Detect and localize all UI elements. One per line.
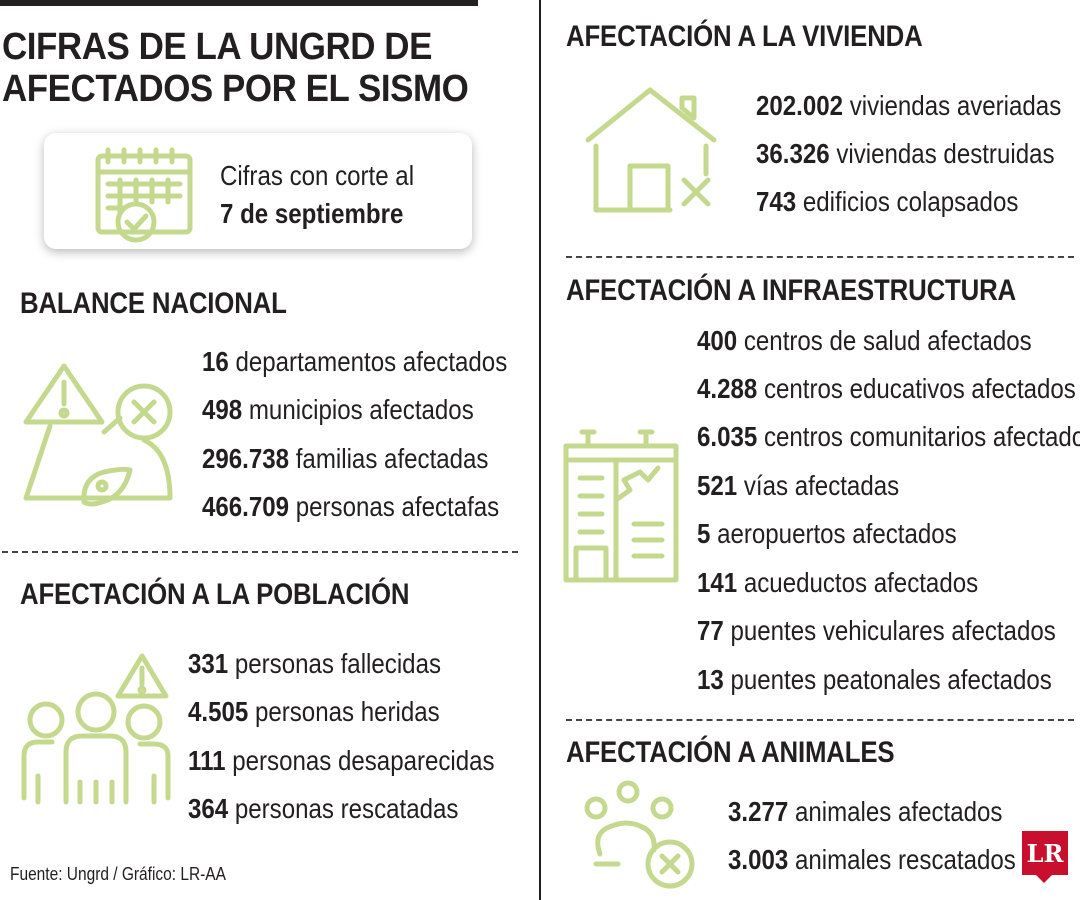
infraestructura-stat: 141 acueductos afectados	[697, 566, 978, 600]
infraestructura-stat: 521 vías afectadas	[697, 469, 899, 503]
infraestructura-stat-number: 77	[697, 615, 724, 646]
animales-stat-number: 3.277	[728, 796, 789, 827]
balance-stat-label: familias afectadas	[295, 443, 489, 474]
poblacion-stat-label: personas desaparecidas	[232, 745, 495, 776]
page-title-line-2: AFECTADOS POR EL SISMO	[2, 68, 469, 110]
people-warning-icon	[21, 653, 171, 805]
infraestructura-stat: 400 centros de salud afectados	[697, 324, 1032, 358]
paw-cross-icon	[584, 780, 695, 889]
balance-stat-label: departamentos afectados	[235, 346, 508, 377]
infraestructura-stat-number: 13	[697, 664, 724, 695]
house-damage-icon	[585, 87, 717, 213]
vivienda-stat-number: 36.326	[756, 138, 830, 169]
source-credit: Fuente: Ungrd / Gráfico: LR-AA	[10, 864, 226, 884]
infraestructura-stat: 5 aeropuertos afectados	[697, 517, 957, 551]
infraestructura-stat-label: vías afectadas	[743, 470, 900, 501]
vivienda-stat-label: viviendas destruidas	[836, 138, 1055, 169]
calendar-check-icon	[95, 147, 193, 243]
balance-stat-number: 16	[202, 346, 229, 377]
infraestructura-title: AFECTACIÓN A INFRAESTRUCTURA	[566, 274, 1017, 307]
poblacion-stat: 364 personas rescatadas	[188, 792, 458, 826]
poblacion-title: AFECTACIÓN A LA POBLACIÓN	[20, 578, 410, 611]
poblacion-stat: 4.505 personas heridas	[188, 695, 440, 729]
page-title-line-1: CIFRAS DE LA UNGRD DE	[2, 26, 432, 68]
date-card-line-1: Cifras con corte al	[220, 160, 415, 191]
poblacion-stat-label: personas heridas	[254, 696, 440, 727]
page-title: CIFRAS DE LA UNGRD DE AFECTADOS POR EL S…	[2, 26, 480, 110]
poblacion-stat-number: 364	[188, 793, 229, 824]
damaged-building-icon	[563, 429, 679, 583]
column-divider	[539, 0, 541, 900]
section-divider	[2, 551, 518, 553]
balance-stat-number: 296.738	[202, 443, 290, 474]
poblacion-stat: 331 personas fallecidas	[188, 647, 441, 681]
vivienda-title: AFECTACIÓN A LA VIVIENDA	[566, 20, 923, 53]
infraestructura-stat-number: 5	[697, 518, 711, 549]
vivienda-stat: 202.002 viviendas averiadas	[756, 89, 1061, 123]
infraestructura-stat-label: aeropuertos afectados	[717, 518, 957, 549]
lr-logo: LR	[1022, 831, 1068, 875]
poblacion-stat-number: 4.505	[188, 696, 249, 727]
vivienda-stat: 743 edificios colapsados	[756, 185, 1018, 219]
infraestructura-stat-number: 4.288	[697, 373, 758, 404]
vivienda-stat-number: 743	[756, 186, 797, 217]
infraestructura-stat-label: centros de salud afectados	[743, 325, 1032, 356]
balance-stat: 16 departamentos afectados	[202, 345, 507, 379]
infraestructura-stat-label: centros comunitarios afectados	[763, 421, 1080, 452]
vivienda-stat: 36.326 viviendas destruidas	[756, 137, 1055, 171]
infraestructura-stat-number: 400	[697, 325, 738, 356]
balance-stat-label: personas afectafas	[295, 491, 500, 522]
infraestructura-stat-label: puentes peatonales afectados	[730, 664, 1052, 695]
balance-stat: 296.738 familias afectadas	[202, 442, 488, 476]
balance-stat-number: 498	[202, 394, 243, 425]
warning-map-icon	[23, 363, 173, 507]
animales-title: AFECTACIÓN A ANIMALES	[566, 736, 895, 769]
infraestructura-stat-label: centros educativos afectados	[763, 373, 1076, 404]
animales-stat-label: animales afectados	[794, 796, 1003, 827]
poblacion-stat: 111 personas desaparecidas	[188, 744, 495, 778]
poblacion-stat-number: 111	[188, 745, 226, 776]
vivienda-stat-number: 202.002	[756, 90, 844, 121]
poblacion-stat-label: personas fallecidas	[234, 648, 442, 679]
animales-stat: 3.277 animales afectados	[728, 795, 1002, 829]
section-divider	[566, 719, 1074, 721]
balance-stat-label: municipios afectados	[248, 394, 474, 425]
balance-stat: 498 municipios afectados	[202, 393, 474, 427]
poblacion-stat-label: personas rescatadas	[234, 793, 459, 824]
vivienda-stat-label: viviendas averiadas	[849, 90, 1062, 121]
infraestructura-stat-number: 6.035	[697, 421, 758, 452]
animales-stat-number: 3.003	[728, 844, 789, 875]
section-divider	[566, 256, 1074, 258]
infraestructura-stat-number: 141	[697, 567, 738, 598]
balance-stat: 466.709 personas afectafas	[202, 490, 499, 524]
infraestructura-stat: 6.035 centros comunitarios afectados	[697, 420, 1080, 454]
date-card-line-2: 7 de septiembre	[220, 198, 404, 229]
balance-title: BALANCE NACIONAL	[20, 287, 287, 320]
infraestructura-stat: 13 puentes peatonales afectados	[697, 663, 1052, 697]
infraestructura-stat-label: acueductos afectados	[743, 567, 979, 598]
animales-stat: 3.003 animales rescatados	[728, 843, 1016, 877]
infraestructura-stat-number: 521	[697, 470, 738, 501]
infraestructura-stat: 77 puentes vehiculares afectados	[697, 614, 1056, 648]
vivienda-stat-label: edificios colapsados	[802, 186, 1019, 217]
animales-stat-label: animales rescatados	[794, 844, 1016, 875]
balance-stat-number: 466.709	[202, 491, 290, 522]
date-card-text: Cifras con corte al 7 de septiembre	[220, 157, 414, 233]
top-rule	[0, 0, 478, 6]
lr-logo-tail	[1034, 873, 1054, 883]
infraestructura-stat-label: puentes vehiculares afectados	[730, 615, 1056, 646]
poblacion-stat-number: 331	[188, 648, 229, 679]
infraestructura-stat: 4.288 centros educativos afectados	[697, 372, 1076, 406]
